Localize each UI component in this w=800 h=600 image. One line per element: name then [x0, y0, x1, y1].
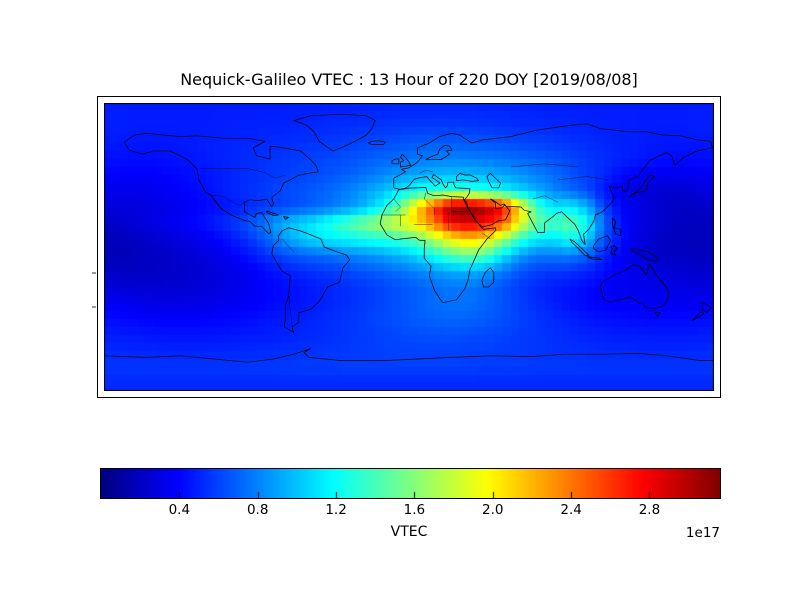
colorbar-tick-label: 2.4	[560, 502, 582, 518]
colorbar-tick-labels: 0.4 0.8 1.2 1.6 2.0 2.4 2.8	[100, 502, 721, 520]
frame-mark-left-upper	[92, 272, 96, 274]
colorbar-tick-label: 1.2	[325, 502, 347, 518]
frame-mark-left-lower	[92, 306, 96, 308]
colorbar-tick-label: 0.4	[168, 502, 191, 518]
colorbar-tick-label: 2.8	[638, 502, 661, 518]
colorbar-offset-text: 1e17	[685, 525, 720, 541]
colorbar-axis-label: VTEC	[390, 524, 428, 540]
chart-title: Nequick-Galileo VTEC : 13 Hour of 220 DO…	[180, 70, 638, 89]
colorbar-tick-label: 2.0	[482, 502, 504, 518]
vtec-heatmap	[104, 103, 714, 391]
colorbar-tick-label: 0.8	[246, 502, 269, 518]
colorbar-tick-label: 1.6	[403, 502, 426, 518]
colorbar	[100, 468, 721, 499]
